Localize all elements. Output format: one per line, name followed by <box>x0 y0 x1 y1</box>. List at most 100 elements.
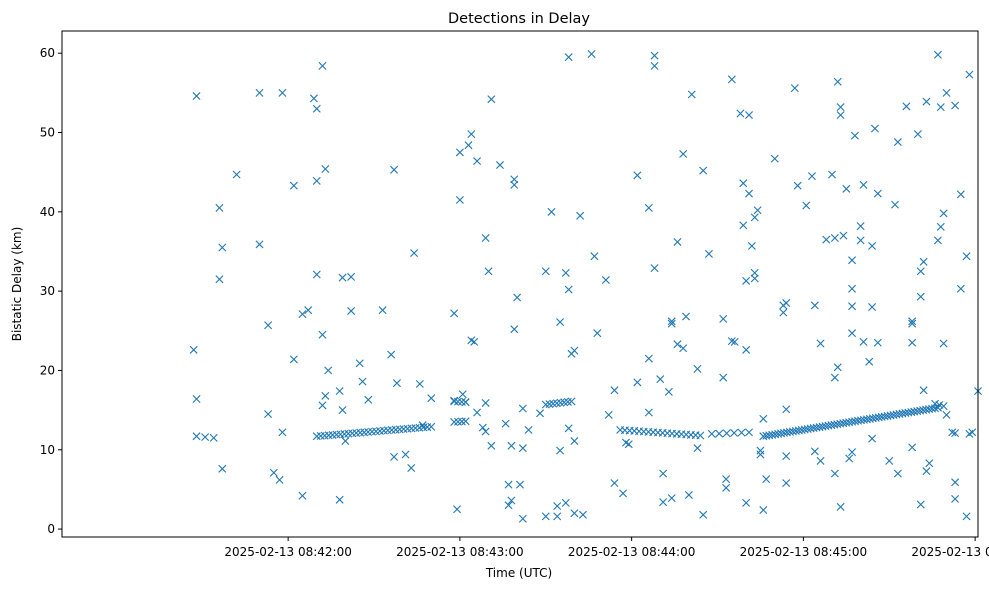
detection-point <box>833 363 842 372</box>
detection-point <box>501 419 510 428</box>
detection-point <box>564 285 573 294</box>
detection-point <box>504 480 513 489</box>
detection-point <box>232 170 241 179</box>
detection-point <box>951 429 960 438</box>
detection-point <box>461 398 470 407</box>
detection-point <box>347 306 356 315</box>
x-tick-label: 2025-02-13 08:43:00 <box>396 545 523 559</box>
y-tick-label: 0 <box>47 522 55 536</box>
detection-point <box>513 293 522 302</box>
detection-point <box>848 284 857 293</box>
detection-point <box>215 203 224 212</box>
detection-point <box>810 301 819 310</box>
detection-point <box>484 267 493 276</box>
detection-point <box>868 303 877 311</box>
x-tick-label: 2025-02-13 08:42:00 <box>224 545 351 559</box>
detection-point <box>842 184 851 193</box>
detection-point <box>610 386 619 395</box>
detection-point <box>913 130 922 139</box>
detection-point <box>564 53 573 62</box>
detection-point <box>739 179 748 188</box>
detection-point <box>807 172 816 181</box>
x-tick-label: 2025-02-13 08:45:00 <box>740 545 867 559</box>
detection-point <box>312 104 321 113</box>
detection-point <box>536 409 545 418</box>
detection-point <box>699 166 708 175</box>
detection-point <box>745 428 753 437</box>
plot-frame <box>61 30 979 538</box>
detection-point <box>255 88 264 97</box>
x-tick-label: 2025-02-13 08:46:00 <box>911 545 989 559</box>
detection-point <box>933 50 942 59</box>
detection-point <box>318 401 327 410</box>
detection-point <box>644 354 653 363</box>
detection-point <box>908 443 917 452</box>
detection-point <box>289 355 298 364</box>
detection-point <box>693 364 702 373</box>
detection-point <box>650 264 659 273</box>
detection-point <box>707 429 716 438</box>
detection-point <box>510 175 519 184</box>
detection-point <box>601 276 610 285</box>
detection-point <box>553 502 562 511</box>
detection-point <box>816 456 825 465</box>
detection-point <box>745 111 753 120</box>
detection-point <box>659 469 668 478</box>
detection-point <box>289 181 298 190</box>
detection-point <box>633 378 642 387</box>
detection-point <box>427 422 436 431</box>
detection-point <box>275 475 284 484</box>
detection-point <box>461 417 470 426</box>
detection-point <box>848 256 857 265</box>
detection-point <box>341 437 350 446</box>
detection-point <box>453 417 462 426</box>
detection-point <box>644 203 653 212</box>
detection-point <box>859 180 868 189</box>
y-axis-label: Bistatic Delay (km) <box>10 227 24 342</box>
detection-point <box>830 469 839 478</box>
detection-point <box>742 498 751 507</box>
detection-point <box>487 441 496 450</box>
y-axis-ticks: 0 10 20 30 40 50 60 <box>40 46 62 536</box>
detection-point <box>510 325 519 334</box>
detection-point <box>816 339 825 348</box>
detection-point <box>782 452 791 461</box>
detection-point <box>518 514 527 523</box>
detection-point <box>942 410 951 419</box>
detection-point <box>919 257 928 266</box>
detection-point <box>762 475 771 484</box>
detection-point <box>962 512 971 521</box>
detection-point <box>364 395 373 404</box>
detection-point <box>848 448 857 457</box>
detection-point <box>916 500 925 509</box>
detection-point <box>401 450 410 459</box>
detection-point <box>189 345 198 354</box>
detection-point <box>704 249 713 258</box>
detection-point <box>567 397 576 406</box>
detection-point <box>919 386 928 395</box>
detection-point <box>870 124 879 133</box>
detection-point <box>737 428 746 437</box>
detection-point <box>836 103 845 112</box>
detection-point <box>541 512 550 521</box>
detection-point <box>885 456 894 465</box>
detection-point <box>335 387 344 396</box>
detection-point <box>624 440 633 449</box>
detection-point <box>458 390 467 399</box>
detection-point <box>415 379 424 388</box>
detection-point <box>756 450 765 459</box>
detection-point <box>722 483 731 492</box>
detection-point <box>790 84 799 93</box>
detection-point <box>487 95 496 104</box>
detection-point <box>664 387 673 396</box>
detection-point <box>201 433 210 442</box>
detection-point <box>570 437 579 446</box>
detection-point <box>868 241 877 250</box>
detection-point <box>355 359 364 368</box>
detection-point <box>925 459 934 468</box>
detection-point <box>347 272 356 281</box>
detection-point <box>453 505 462 514</box>
detection-point <box>933 236 942 245</box>
detection-point <box>518 444 527 453</box>
detection-point <box>659 498 668 507</box>
